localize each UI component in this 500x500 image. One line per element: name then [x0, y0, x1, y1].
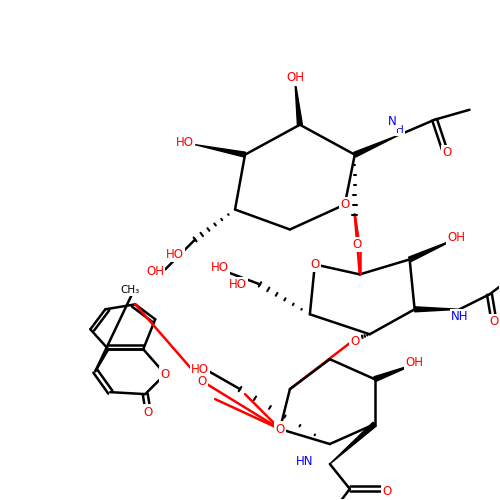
- Polygon shape: [408, 240, 455, 262]
- Polygon shape: [374, 364, 414, 382]
- Text: HO: HO: [229, 278, 247, 291]
- Polygon shape: [295, 80, 302, 125]
- Text: HO: HO: [166, 248, 184, 261]
- Text: O: O: [310, 258, 320, 271]
- Text: OH: OH: [448, 231, 466, 244]
- Text: O: O: [198, 374, 206, 388]
- Text: HO: HO: [176, 136, 194, 149]
- Polygon shape: [195, 144, 246, 157]
- Polygon shape: [414, 307, 460, 312]
- Text: H: H: [396, 124, 404, 134]
- Text: HO: HO: [191, 362, 209, 376]
- Text: OH: OH: [286, 72, 304, 85]
- Text: O: O: [442, 146, 451, 159]
- Text: HO: HO: [211, 261, 229, 274]
- Text: O: O: [340, 198, 349, 211]
- Text: OH: OH: [146, 265, 164, 278]
- Text: N: N: [388, 115, 397, 128]
- Text: O: O: [490, 315, 499, 328]
- Text: O: O: [144, 406, 153, 418]
- Text: OH: OH: [406, 356, 423, 368]
- Text: CH₃: CH₃: [120, 286, 140, 296]
- Text: O: O: [352, 238, 362, 251]
- Text: NH: NH: [451, 310, 468, 323]
- Polygon shape: [354, 134, 400, 157]
- Polygon shape: [330, 422, 376, 464]
- Text: O: O: [382, 486, 392, 498]
- Text: HN: HN: [296, 456, 314, 468]
- Text: O: O: [350, 334, 360, 347]
- Text: O: O: [276, 422, 284, 436]
- Text: O: O: [160, 368, 170, 380]
